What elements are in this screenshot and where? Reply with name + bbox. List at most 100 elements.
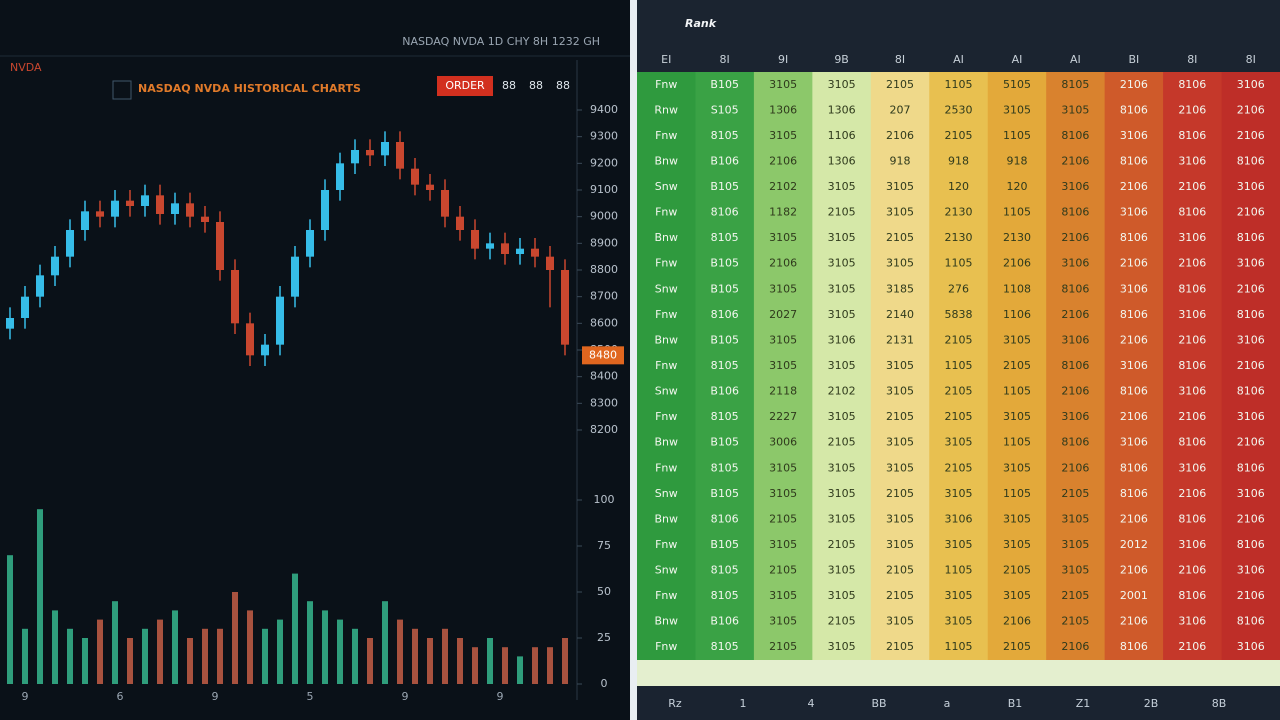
chart-title: NASDAQ NVDA HISTORICAL CHARTS <box>138 82 361 95</box>
y-tick-label: 8700 <box>590 290 618 303</box>
candle-body <box>141 195 149 206</box>
badge[interactable]: 88 <box>502 79 516 92</box>
cell: 918 <box>1006 154 1027 167</box>
cell: 2105 <box>886 640 914 653</box>
cell: 3105 <box>1003 333 1031 346</box>
footer-tab[interactable]: 2B <box>1144 697 1159 710</box>
cell: 3106 <box>1237 257 1265 270</box>
cell: 2106 <box>1120 180 1148 193</box>
volume-bar <box>82 638 88 684</box>
cell: 3105 <box>1061 564 1089 577</box>
candle-body <box>411 168 419 185</box>
cell: 2106 <box>1120 615 1148 628</box>
candle-body <box>171 203 179 214</box>
checkbox[interactable] <box>112 80 132 100</box>
cell: 2105 <box>945 129 973 142</box>
footer-tab[interactable]: a <box>944 697 951 710</box>
order-button-label[interactable]: ORDER <box>445 79 485 92</box>
order-button[interactable] <box>437 76 493 96</box>
cell: 2106 <box>1178 333 1206 346</box>
last-price-badge <box>582 346 624 365</box>
candle-body <box>216 222 224 270</box>
cell: Snw <box>655 180 678 193</box>
cell: B105 <box>710 282 739 295</box>
footer-tab[interactable]: Z1 <box>1076 697 1091 710</box>
volume-bar <box>367 638 373 684</box>
cell: 8106 <box>711 308 739 321</box>
cell: 8105 <box>711 461 739 474</box>
footer-tab[interactable]: 4 <box>808 697 815 710</box>
column-band <box>753 72 813 660</box>
cell: Bnw <box>654 231 678 244</box>
cell: 3105 <box>886 359 914 372</box>
cell: 2105 <box>828 615 856 628</box>
cell: Fnw <box>655 129 677 142</box>
candle-body <box>261 344 269 356</box>
cell: Fnw <box>655 640 677 653</box>
cell: 2106 <box>1237 512 1265 525</box>
cell: 2105 <box>828 206 856 219</box>
candle-body <box>366 150 374 156</box>
candle-body <box>126 200 134 206</box>
volume-bar <box>397 619 403 684</box>
cell: 3105 <box>886 615 914 628</box>
cell: 2106 <box>1178 564 1206 577</box>
cell: 3105 <box>1003 538 1031 551</box>
cell: 3106 <box>1237 180 1265 193</box>
footer-tab[interactable]: 8B <box>1212 697 1227 710</box>
cell: 2105 <box>769 512 797 525</box>
y-tick-label: 8400 <box>590 370 618 383</box>
cell: 3106 <box>1178 385 1206 398</box>
volume-bar <box>97 619 103 684</box>
column-header: 8I <box>895 53 905 66</box>
candle-body <box>456 216 464 230</box>
cell: 3105 <box>769 461 797 474</box>
cell: 1306 <box>828 103 856 116</box>
cell: 8106 <box>1120 461 1148 474</box>
cell: 8106 <box>1237 154 1265 167</box>
cell: 2106 <box>886 129 914 142</box>
footer-tab[interactable]: 1 <box>740 697 747 710</box>
footer-tab[interactable]: Rz <box>668 697 682 710</box>
cell: 3105 <box>828 487 856 500</box>
volume-tick-label: 0 <box>601 677 608 690</box>
cell: 3106 <box>1178 538 1206 551</box>
cell: 3106 <box>1120 129 1148 142</box>
cell: 1105 <box>1003 487 1031 500</box>
cell: 3105 <box>1003 512 1031 525</box>
cell: 2106 <box>1237 206 1265 219</box>
x-tick-label: 9 <box>497 690 504 703</box>
candle-body <box>291 256 299 297</box>
cell: 2106 <box>1120 564 1148 577</box>
cell: 2105 <box>886 410 914 423</box>
cell: 2106 <box>769 154 797 167</box>
footer-tab[interactable]: BB <box>871 697 886 710</box>
candle-body <box>531 248 539 257</box>
badge[interactable]: 88 <box>556 79 570 92</box>
candle-body <box>81 211 89 230</box>
cell: 8106 <box>1237 461 1265 474</box>
y-tick-label: 9200 <box>590 156 618 169</box>
footer-tab[interactable]: B1 <box>1008 697 1023 710</box>
cell: 2106 <box>1237 103 1265 116</box>
cell: 3105 <box>769 282 797 295</box>
cell: Fnw <box>655 206 677 219</box>
cell: 3105 <box>945 615 973 628</box>
candle-body <box>21 296 29 318</box>
cell: 2105 <box>1061 487 1089 500</box>
cell: 3106 <box>1178 308 1206 321</box>
cell: 918 <box>890 154 911 167</box>
cell: 8106 <box>1120 154 1148 167</box>
cell: 2001 <box>1120 589 1148 602</box>
y-tick-label: 9100 <box>590 183 618 196</box>
cell: 1105 <box>945 78 973 91</box>
cell: 3105 <box>1061 538 1089 551</box>
cell: 3105 <box>828 308 856 321</box>
volume-bar <box>262 628 268 684</box>
cell: 2106 <box>1237 589 1265 602</box>
candle-body <box>471 230 479 249</box>
cell: 207 <box>890 103 911 116</box>
badge[interactable]: 88 <box>529 79 543 92</box>
cell: 2105 <box>886 564 914 577</box>
candle-body <box>501 243 509 254</box>
